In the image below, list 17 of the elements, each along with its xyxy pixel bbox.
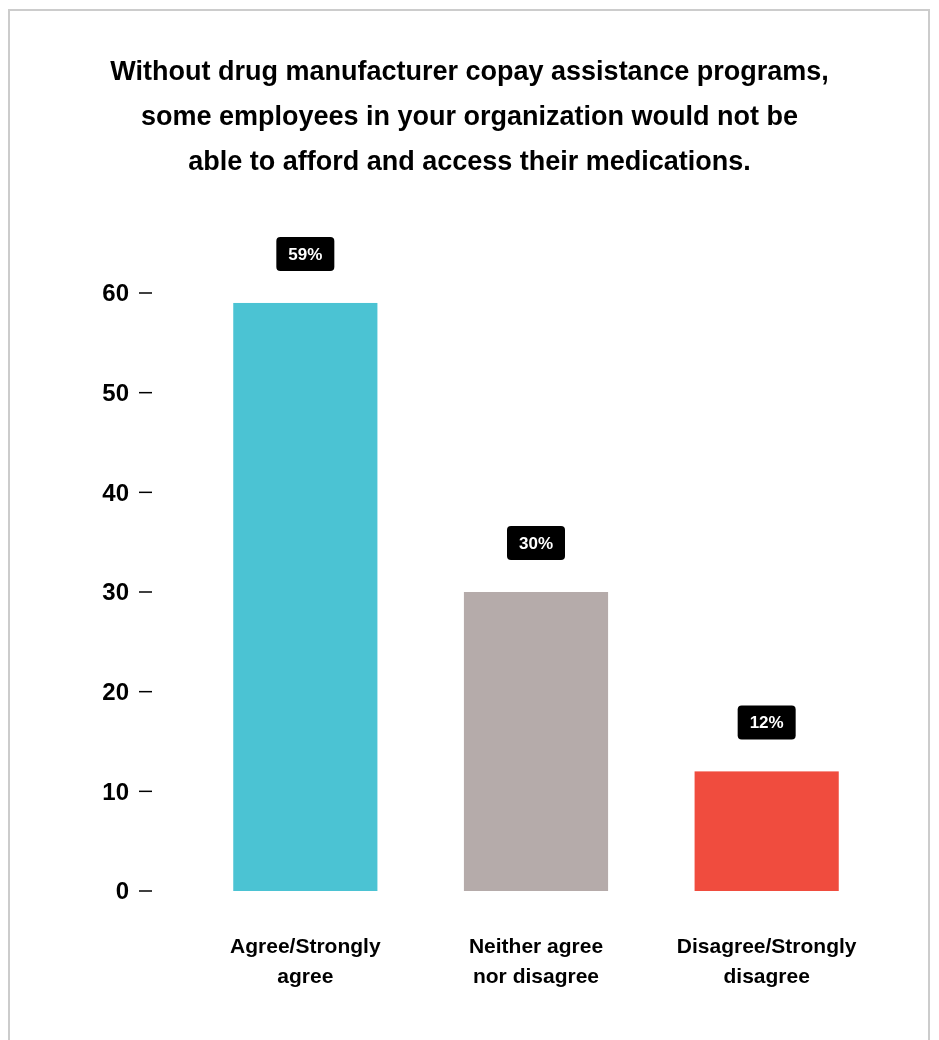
bar [463, 592, 609, 891]
data-label: 12% [749, 713, 784, 733]
y-tick-label: 0 [115, 877, 129, 905]
bar [233, 302, 378, 891]
y-tick-label: 10 [102, 777, 129, 805]
x-tick-label: Disagree/Strongly disagree [676, 934, 857, 987]
y-tick-label: 20 [102, 678, 129, 706]
y-tick-label: 50 [102, 379, 129, 407]
y-tick-label: 60 [102, 279, 129, 307]
data-label: 59% [288, 244, 323, 264]
y-tick-label: 40 [102, 478, 129, 506]
data-label: 30% [518, 533, 554, 553]
chart-title: Without drug manufacturer copay assistance programs, some employees in your organization would not be able to afford and access their medications. [110, 56, 829, 176]
x-tick-label: Agree/Strongly agree [230, 934, 381, 987]
bar [694, 771, 839, 891]
y-tick-label: 30 [102, 578, 129, 606]
x-tick-label: Neither agree nor disagree [468, 934, 604, 987]
